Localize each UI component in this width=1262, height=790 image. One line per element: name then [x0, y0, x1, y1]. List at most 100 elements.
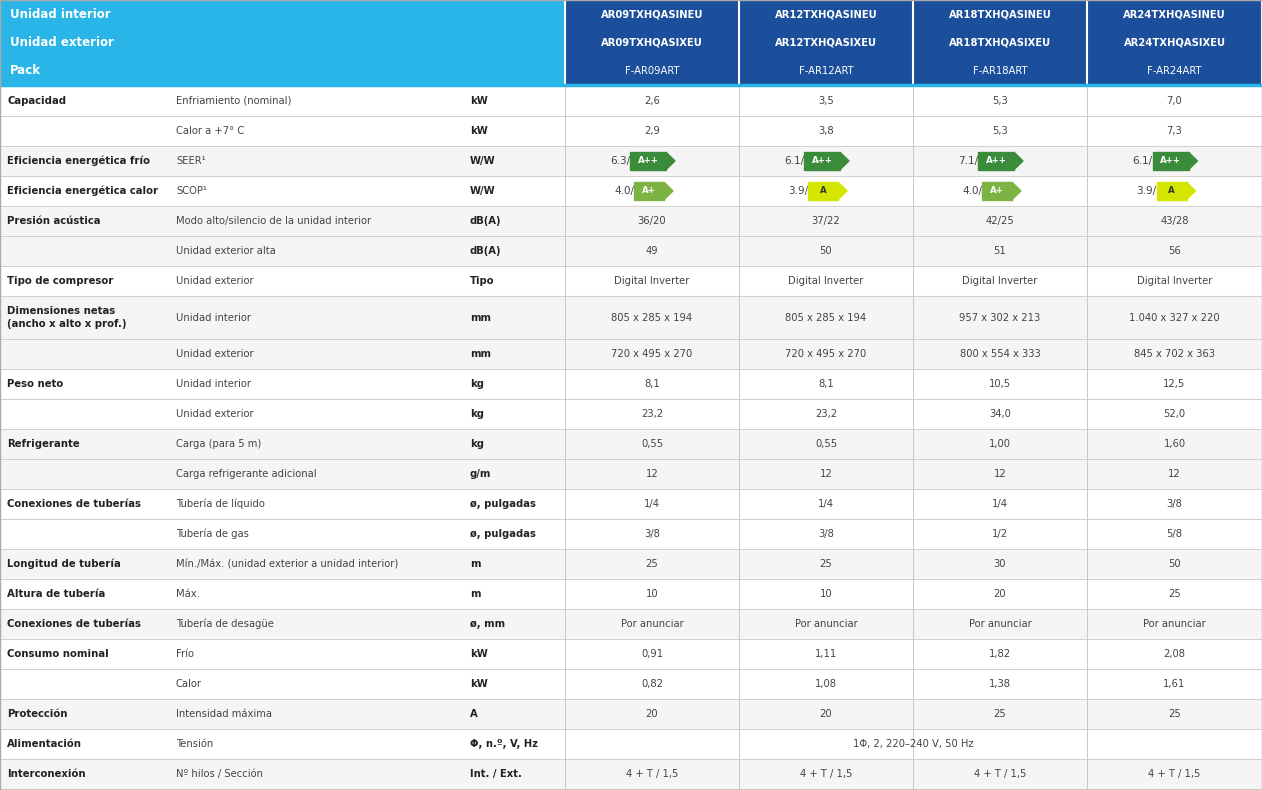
Text: 25: 25	[819, 559, 833, 569]
Text: m: m	[469, 589, 481, 599]
Bar	[0, 459, 1262, 489]
Text: A++: A++	[811, 156, 833, 165]
Text: kg: kg	[469, 409, 485, 419]
Text: 2,6: 2,6	[644, 96, 660, 106]
Text: Conexiones de tuberías: Conexiones de tuberías	[8, 499, 141, 510]
Text: Por anunciar: Por anunciar	[1143, 619, 1206, 629]
Text: 0,55: 0,55	[641, 439, 663, 450]
Text: Frío: Frío	[175, 649, 194, 659]
Bar	[0, 759, 1262, 789]
Bar	[1152, 152, 1189, 170]
Text: mm: mm	[469, 349, 491, 359]
Text: 4.0/: 4.0/	[615, 186, 634, 196]
Text: Unidad exterior alta: Unidad exterior alta	[175, 246, 276, 256]
Text: m: m	[469, 559, 481, 569]
Text: F-AR18ART: F-AR18ART	[973, 66, 1027, 76]
Text: 20: 20	[646, 709, 659, 719]
Text: kW: kW	[469, 96, 487, 106]
Text: 5,3: 5,3	[992, 126, 1008, 136]
Bar	[0, 86, 1262, 116]
Bar	[740, 0, 912, 85]
Text: 1/4: 1/4	[818, 499, 834, 510]
Text: W/W: W/W	[469, 186, 496, 196]
Polygon shape	[1189, 152, 1198, 170]
Text: Tubería de líquido: Tubería de líquido	[175, 499, 265, 510]
Text: g/m: g/m	[469, 469, 491, 480]
Text: 2,08: 2,08	[1164, 649, 1185, 659]
Bar	[0, 549, 1262, 579]
Text: Tubería de gas: Tubería de gas	[175, 529, 249, 540]
Text: 6.1/: 6.1/	[1132, 156, 1152, 166]
Text: dB(A): dB(A)	[469, 216, 501, 226]
Text: 10: 10	[646, 589, 659, 599]
Text: Máx.: Máx.	[175, 589, 199, 599]
Text: 3,8: 3,8	[818, 126, 834, 136]
Bar	[1156, 182, 1186, 200]
Text: SEER¹: SEER¹	[175, 156, 206, 166]
Text: 4 + T / 1,5: 4 + T / 1,5	[626, 769, 678, 779]
Bar	[0, 369, 1262, 399]
Text: Digital Inverter: Digital Inverter	[615, 276, 690, 286]
Text: AR24TXHQASIXEU: AR24TXHQASIXEU	[1123, 37, 1225, 47]
Bar	[0, 609, 1262, 639]
Text: kW: kW	[469, 126, 487, 136]
Text: 720 x 495 x 270: 720 x 495 x 270	[611, 349, 693, 359]
Text: 0,55: 0,55	[815, 439, 837, 450]
Text: A++: A++	[637, 156, 659, 165]
Text: 8,1: 8,1	[644, 379, 660, 389]
Text: kg: kg	[469, 379, 485, 389]
Text: Unidad exterior: Unidad exterior	[10, 36, 114, 49]
Bar	[0, 729, 1262, 759]
Text: Enfriamiento (nominal): Enfriamiento (nominal)	[175, 96, 292, 106]
Bar	[0, 429, 1262, 459]
Text: 5/8: 5/8	[1166, 529, 1182, 540]
Text: 3/8: 3/8	[644, 529, 660, 540]
Text: 1,00: 1,00	[989, 439, 1011, 450]
Polygon shape	[838, 182, 847, 200]
Text: Intensidad máxima: Intensidad máxima	[175, 709, 273, 719]
Text: 4 + T / 1,5: 4 + T / 1,5	[1148, 769, 1200, 779]
Text: Calor a +7° C: Calor a +7° C	[175, 126, 245, 136]
Text: 12,5: 12,5	[1164, 379, 1185, 389]
Polygon shape	[840, 152, 849, 170]
Bar	[808, 182, 838, 200]
Text: 845 x 702 x 363: 845 x 702 x 363	[1135, 349, 1215, 359]
Text: 37/22: 37/22	[811, 216, 840, 226]
Text: 25: 25	[1169, 589, 1181, 599]
Text: Por anunciar: Por anunciar	[795, 619, 857, 629]
Text: Tubería de desagüe: Tubería de desagüe	[175, 619, 274, 630]
Text: A+: A+	[642, 186, 656, 195]
Text: kg: kg	[469, 439, 485, 450]
Text: 49: 49	[646, 246, 659, 256]
Text: Por anunciar: Por anunciar	[621, 619, 684, 629]
Text: Unidad interior: Unidad interior	[175, 313, 251, 322]
Text: 1,08: 1,08	[815, 679, 837, 689]
Text: Unidad interior: Unidad interior	[10, 8, 111, 21]
Text: (ancho x alto x prof.): (ancho x alto x prof.)	[8, 318, 126, 329]
Text: 12: 12	[1169, 469, 1181, 480]
Text: Digital Inverter: Digital Inverter	[1137, 276, 1213, 286]
Text: Calor: Calor	[175, 679, 202, 689]
Text: kW: kW	[469, 679, 487, 689]
Text: 23,2: 23,2	[641, 409, 663, 419]
Text: AR09TXHQASINEU: AR09TXHQASINEU	[601, 9, 703, 19]
Text: Protección: Protección	[8, 709, 67, 719]
Text: F-AR09ART: F-AR09ART	[625, 66, 679, 76]
Text: A: A	[469, 709, 478, 719]
Text: 20: 20	[820, 709, 833, 719]
Text: ø, pulgadas: ø, pulgadas	[469, 529, 536, 540]
Text: AR24TXHQASINEU: AR24TXHQASINEU	[1123, 9, 1225, 19]
Text: Dimensiones netas: Dimensiones netas	[8, 307, 115, 317]
Polygon shape	[1013, 152, 1023, 170]
Text: 0,82: 0,82	[641, 679, 663, 689]
Bar	[0, 639, 1262, 669]
Bar	[0, 266, 1262, 295]
Text: Mín./Máx. (unidad exterior a unidad interior): Mín./Máx. (unidad exterior a unidad inte…	[175, 559, 399, 569]
Text: AR18TXHQASIXEU: AR18TXHQASIXEU	[949, 37, 1051, 47]
Text: 3.9/: 3.9/	[1136, 186, 1156, 196]
Text: Φ, n.º, V, Hz: Φ, n.º, V, Hz	[469, 739, 538, 749]
Text: 51: 51	[993, 246, 1006, 256]
Text: Presión acústica: Presión acústica	[8, 216, 101, 226]
Bar	[1087, 0, 1262, 85]
Text: Carga (para 5 m): Carga (para 5 m)	[175, 439, 261, 450]
